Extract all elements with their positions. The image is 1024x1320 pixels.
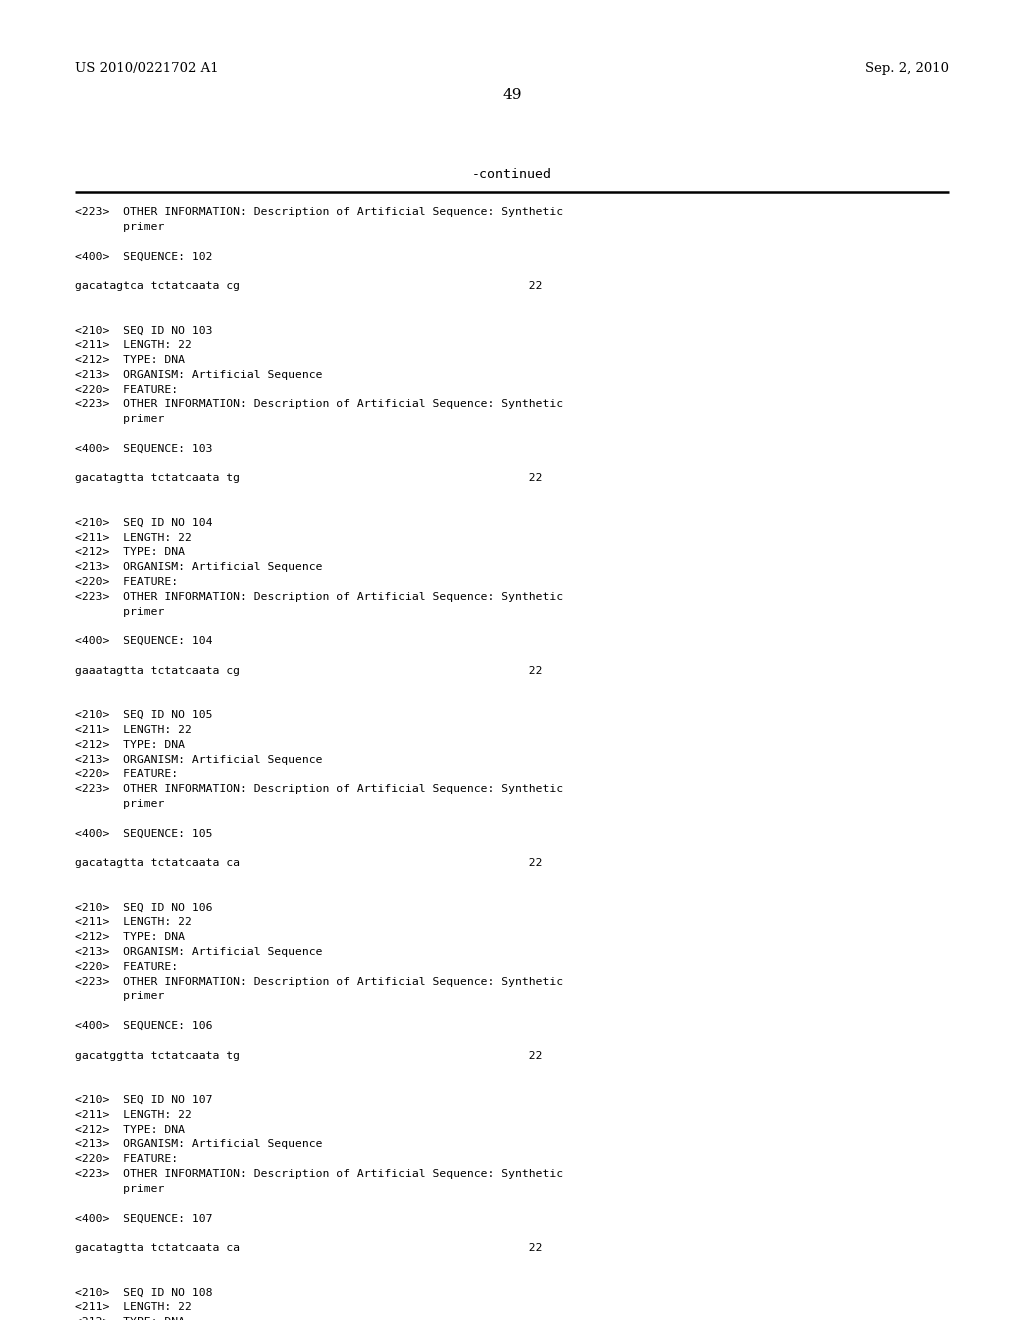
Text: <400>  SEQUENCE: 102: <400> SEQUENCE: 102 [75,251,213,261]
Text: <213>  ORGANISM: Artificial Sequence: <213> ORGANISM: Artificial Sequence [75,1139,323,1150]
Text: <400>  SEQUENCE: 106: <400> SEQUENCE: 106 [75,1020,213,1031]
Text: <210>  SEQ ID NO 108: <210> SEQ ID NO 108 [75,1287,213,1298]
Text: gacatagtta tctatcaata ca                                          22: gacatagtta tctatcaata ca 22 [75,1243,543,1253]
Text: <210>  SEQ ID NO 106: <210> SEQ ID NO 106 [75,903,213,912]
Text: <213>  ORGANISM: Artificial Sequence: <213> ORGANISM: Artificial Sequence [75,946,323,957]
Text: <223>  OTHER INFORMATION: Description of Artificial Sequence: Synthetic: <223> OTHER INFORMATION: Description of … [75,400,563,409]
Text: -continued: -continued [472,168,552,181]
Text: <400>  SEQUENCE: 103: <400> SEQUENCE: 103 [75,444,213,454]
Text: primer: primer [75,607,165,616]
Text: <211>  LENGTH: 22: <211> LENGTH: 22 [75,725,191,735]
Text: <212>  TYPE: DNA: <212> TYPE: DNA [75,1317,185,1320]
Text: primer: primer [75,799,165,809]
Text: primer: primer [75,1184,165,1193]
Text: <212>  TYPE: DNA: <212> TYPE: DNA [75,548,185,557]
Text: gacatagtta tctatcaata tg                                          22: gacatagtta tctatcaata tg 22 [75,474,543,483]
Text: <223>  OTHER INFORMATION: Description of Artificial Sequence: Synthetic: <223> OTHER INFORMATION: Description of … [75,207,563,216]
Text: <223>  OTHER INFORMATION: Description of Artificial Sequence: Synthetic: <223> OTHER INFORMATION: Description of … [75,784,563,795]
Text: primer: primer [75,414,165,424]
Text: <220>  FEATURE:: <220> FEATURE: [75,577,178,587]
Text: gacatagtca tctatcaata cg                                          22: gacatagtca tctatcaata cg 22 [75,281,543,290]
Text: <220>  FEATURE:: <220> FEATURE: [75,1154,178,1164]
Text: <212>  TYPE: DNA: <212> TYPE: DNA [75,932,185,942]
Text: <212>  TYPE: DNA: <212> TYPE: DNA [75,1125,185,1135]
Text: <213>  ORGANISM: Artificial Sequence: <213> ORGANISM: Artificial Sequence [75,370,323,380]
Text: <223>  OTHER INFORMATION: Description of Artificial Sequence: Synthetic: <223> OTHER INFORMATION: Description of … [75,1170,563,1179]
Text: <211>  LENGTH: 22: <211> LENGTH: 22 [75,1110,191,1119]
Text: <220>  FEATURE:: <220> FEATURE: [75,770,178,779]
Text: <211>  LENGTH: 22: <211> LENGTH: 22 [75,341,191,350]
Text: gacatagtta tctatcaata ca                                          22: gacatagtta tctatcaata ca 22 [75,858,543,869]
Text: US 2010/0221702 A1: US 2010/0221702 A1 [75,62,219,75]
Text: gaaatagtta tctatcaata cg                                          22: gaaatagtta tctatcaata cg 22 [75,665,543,676]
Text: <223>  OTHER INFORMATION: Description of Artificial Sequence: Synthetic: <223> OTHER INFORMATION: Description of … [75,591,563,602]
Text: <211>  LENGTH: 22: <211> LENGTH: 22 [75,532,191,543]
Text: <210>  SEQ ID NO 104: <210> SEQ ID NO 104 [75,517,213,528]
Text: <223>  OTHER INFORMATION: Description of Artificial Sequence: Synthetic: <223> OTHER INFORMATION: Description of … [75,977,563,986]
Text: <400>  SEQUENCE: 107: <400> SEQUENCE: 107 [75,1213,213,1224]
Text: <213>  ORGANISM: Artificial Sequence: <213> ORGANISM: Artificial Sequence [75,562,323,572]
Text: <210>  SEQ ID NO 105: <210> SEQ ID NO 105 [75,710,213,721]
Text: Sep. 2, 2010: Sep. 2, 2010 [865,62,949,75]
Text: <210>  SEQ ID NO 103: <210> SEQ ID NO 103 [75,326,213,335]
Text: <220>  FEATURE:: <220> FEATURE: [75,962,178,972]
Text: <210>  SEQ ID NO 107: <210> SEQ ID NO 107 [75,1096,213,1105]
Text: primer: primer [75,991,165,1002]
Text: gacatggtta tctatcaata tg                                          22: gacatggtta tctatcaata tg 22 [75,1051,543,1060]
Text: <211>  LENGTH: 22: <211> LENGTH: 22 [75,917,191,928]
Text: <213>  ORGANISM: Artificial Sequence: <213> ORGANISM: Artificial Sequence [75,755,323,764]
Text: <400>  SEQUENCE: 105: <400> SEQUENCE: 105 [75,829,213,838]
Text: <212>  TYPE: DNA: <212> TYPE: DNA [75,739,185,750]
Text: <220>  FEATURE:: <220> FEATURE: [75,384,178,395]
Text: 49: 49 [502,88,522,102]
Text: <212>  TYPE: DNA: <212> TYPE: DNA [75,355,185,366]
Text: <211>  LENGTH: 22: <211> LENGTH: 22 [75,1303,191,1312]
Text: <400>  SEQUENCE: 104: <400> SEQUENCE: 104 [75,636,213,647]
Text: primer: primer [75,222,165,232]
